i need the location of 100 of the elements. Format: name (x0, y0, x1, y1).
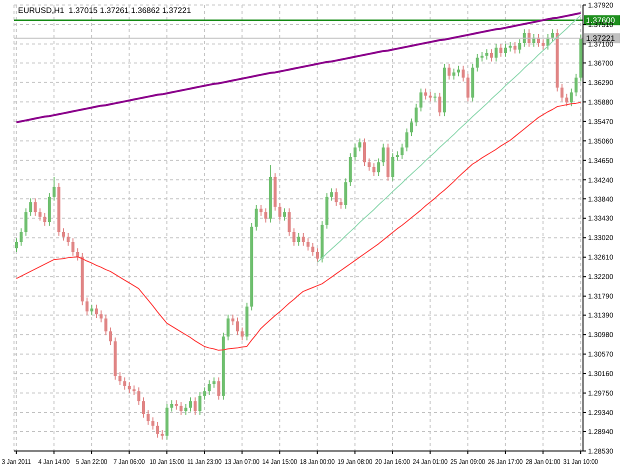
candlestick (344, 178, 348, 210)
candlestick (264, 208, 268, 224)
candlestick (15, 238, 18, 252)
line-series (316, 14, 582, 263)
candlestick (494, 43, 498, 62)
candlestick (372, 162, 376, 176)
candlestick (565, 93, 568, 107)
candlestick (29, 198, 32, 216)
candlestick (188, 396, 192, 412)
candlestick (288, 208, 291, 236)
candlestick (302, 232, 305, 246)
candlestick (339, 198, 342, 210)
candlestick (43, 212, 46, 226)
line-series (15, 12, 582, 124)
candlestick (466, 73, 470, 102)
candlestick (34, 198, 37, 216)
candlestick (462, 65, 465, 82)
candlestick (52, 176, 56, 202)
candlestick (542, 38, 545, 50)
candlestick (457, 65, 460, 77)
candlestick (174, 400, 178, 410)
candlestick (278, 202, 282, 222)
candlestick (203, 386, 206, 400)
candlestick (38, 208, 42, 222)
candlestick (160, 430, 164, 440)
candlestick (94, 304, 98, 319)
candlestick (109, 327, 112, 346)
candlestick (452, 68, 456, 80)
candlestick (226, 314, 230, 341)
candlestick (419, 88, 422, 112)
candlestick (448, 63, 451, 80)
candlestick (86, 297, 89, 316)
candlestick (254, 204, 258, 232)
candlestick (137, 386, 140, 406)
candlestick (236, 317, 240, 336)
candlestick (100, 310, 103, 323)
candlestick (368, 158, 371, 172)
candlestick (194, 396, 197, 416)
candlestick (24, 208, 28, 236)
candlestick (410, 118, 414, 137)
candlestick (354, 143, 357, 162)
candlestick (518, 38, 522, 54)
candlestick (212, 376, 216, 388)
candlestick (522, 28, 526, 48)
candlestick (334, 188, 338, 206)
candlestick (476, 53, 479, 72)
candlestick (400, 143, 404, 160)
candlestick (391, 152, 394, 182)
candlestick (330, 188, 334, 202)
candlestick (382, 143, 385, 167)
candlestick (292, 228, 296, 246)
candlestick (414, 103, 418, 127)
candlestick (551, 28, 554, 42)
candlestick (146, 410, 150, 426)
candlestick (485, 48, 488, 60)
candlestick (490, 48, 493, 62)
candlestick (316, 248, 319, 263)
candlestick (428, 91, 432, 102)
candlestick (123, 376, 126, 390)
candlestick (62, 228, 66, 242)
candlestick (151, 416, 154, 430)
candlestick (358, 138, 362, 152)
candlestick (71, 238, 74, 256)
candlestick (283, 208, 286, 222)
candlestick (240, 327, 244, 341)
candlestick (438, 92, 442, 117)
candlestick (306, 238, 310, 252)
candlestick (377, 158, 380, 176)
candlestick (76, 248, 80, 262)
candlestick (504, 43, 508, 58)
candlestick (198, 392, 202, 416)
candlestick (405, 128, 408, 152)
candlestick (20, 228, 23, 246)
candlestick (311, 242, 314, 256)
candlestick (184, 403, 188, 416)
candlestick (570, 88, 573, 107)
candlestick (560, 83, 564, 102)
candlestick (424, 88, 428, 100)
candlestick (128, 382, 131, 394)
candlestick (66, 232, 70, 246)
candlestick (396, 150, 399, 162)
candlestick (208, 380, 211, 396)
candlestick (260, 204, 263, 216)
candlestick (180, 402, 183, 416)
candlestick (362, 138, 366, 167)
candlestick (297, 232, 300, 246)
candlestick (217, 376, 220, 400)
candlestick (118, 372, 122, 386)
candlestick (574, 73, 578, 97)
candlestick (170, 400, 174, 412)
candlestick (156, 422, 160, 438)
candlestick (513, 42, 516, 54)
candlestick (142, 396, 145, 418)
candlestick (528, 28, 531, 48)
candlestick (499, 43, 502, 58)
candlestick (90, 304, 94, 316)
line-series (16, 102, 582, 351)
candlestick (231, 314, 234, 326)
candlestick (104, 314, 108, 336)
chart-title: EURUSD,H1 1.37015 1.37261 1.36862 1.37221 (18, 6, 192, 15)
